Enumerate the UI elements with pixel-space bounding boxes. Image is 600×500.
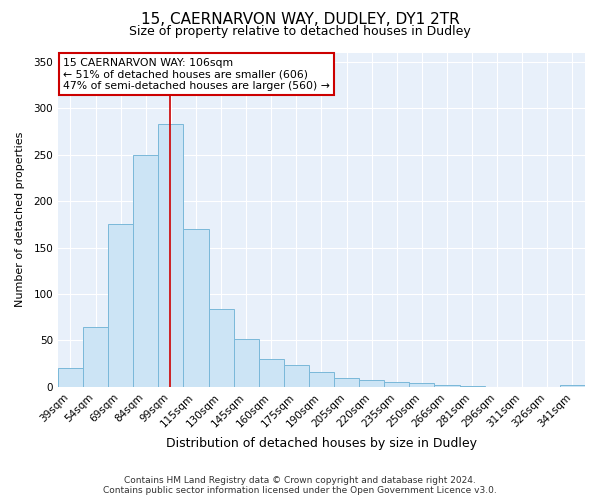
Bar xyxy=(460,386,485,387)
Bar xyxy=(158,124,184,387)
Bar xyxy=(409,383,434,387)
Bar xyxy=(184,229,209,387)
Bar xyxy=(83,326,108,387)
Text: Contains HM Land Registry data © Crown copyright and database right 2024.: Contains HM Land Registry data © Crown c… xyxy=(124,476,476,485)
Y-axis label: Number of detached properties: Number of detached properties xyxy=(15,132,25,308)
Bar xyxy=(233,338,259,387)
Bar xyxy=(384,382,409,387)
Bar xyxy=(108,224,133,387)
Text: 15 CAERNARVON WAY: 106sqm
← 51% of detached houses are smaller (606)
47% of semi: 15 CAERNARVON WAY: 106sqm ← 51% of detac… xyxy=(63,58,330,90)
Bar xyxy=(284,364,309,387)
X-axis label: Distribution of detached houses by size in Dudley: Distribution of detached houses by size … xyxy=(166,437,477,450)
Text: Contains public sector information licensed under the Open Government Licence v3: Contains public sector information licen… xyxy=(103,486,497,495)
Bar xyxy=(58,368,83,387)
Bar xyxy=(434,385,460,387)
Bar xyxy=(209,309,233,387)
Bar xyxy=(133,154,158,387)
Bar xyxy=(309,372,334,387)
Bar xyxy=(259,359,284,387)
Bar xyxy=(560,385,585,387)
Bar xyxy=(359,380,384,387)
Text: Size of property relative to detached houses in Dudley: Size of property relative to detached ho… xyxy=(129,25,471,38)
Text: 15, CAERNARVON WAY, DUDLEY, DY1 2TR: 15, CAERNARVON WAY, DUDLEY, DY1 2TR xyxy=(140,12,460,28)
Bar xyxy=(334,378,359,387)
